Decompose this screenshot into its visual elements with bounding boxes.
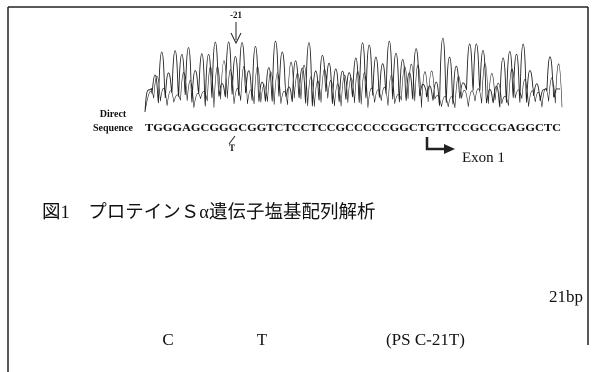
base-to: T <box>257 330 268 349</box>
exon-arrow-head <box>444 144 455 154</box>
row-label: Direct <box>100 109 127 120</box>
exon-label: Exon 1 <box>462 150 505 166</box>
caption: 図1 プロテインＳα遺伝子塩基配列解析 <box>42 202 375 223</box>
figure-page: -21 Direct Sequence TGGGAGCGGGCGGTCTCCTC… <box>0 0 596 372</box>
variant-name: (PS C-21T) <box>386 330 465 349</box>
sequence: TGGGAGCGGGCGGTCTCCTCCGCCCCCGGCTGTTCCGCCG… <box>145 123 561 134</box>
row-label: Sequence <box>93 123 134 134</box>
variant-base: T <box>229 143 235 153</box>
chromatogram <box>145 38 562 112</box>
length-text: 21bp <box>549 287 583 306</box>
page: -21 Direct Sequence TGGGAGCGGGCGGTCTCCTC… <box>0 0 596 372</box>
base-from: C <box>162 330 173 349</box>
position-label: -21 <box>230 10 242 20</box>
exon-arrow <box>427 137 446 149</box>
